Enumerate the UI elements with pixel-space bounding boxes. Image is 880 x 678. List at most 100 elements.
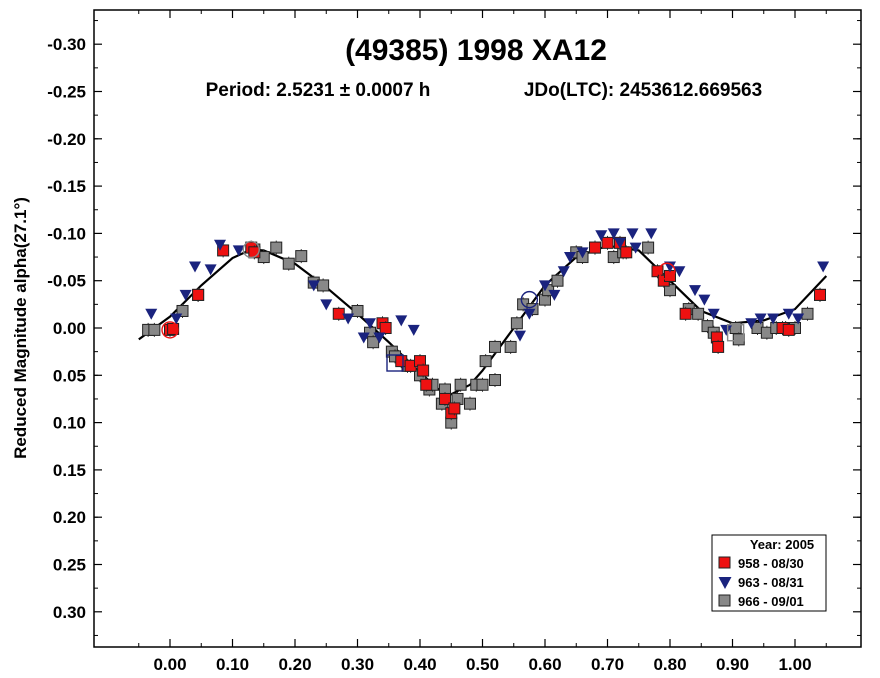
x-tick-label: 0.90 xyxy=(716,655,749,674)
x-tick-label: 0.10 xyxy=(216,655,249,674)
data-point-triangle xyxy=(342,313,355,325)
data-point-triangle xyxy=(782,308,795,320)
data-point-square xyxy=(448,402,461,415)
x-tick-label: 0.50 xyxy=(466,655,499,674)
data-point-square xyxy=(601,236,614,249)
x-tick-label: 1.00 xyxy=(778,655,811,674)
y-tick-label: 0.15 xyxy=(53,461,86,480)
y-tick-label: -0.15 xyxy=(47,177,86,196)
data-point-square xyxy=(420,378,433,391)
data-point-triangle xyxy=(595,230,608,242)
legend-box xyxy=(711,534,827,612)
data-point-triangle xyxy=(357,332,370,344)
data-point-triangle xyxy=(514,330,526,342)
data-point-square xyxy=(589,241,601,254)
chart-subtitle-period: Period: 2.5231 ± 0.0007 h xyxy=(206,80,431,101)
data-point-triangle xyxy=(548,289,561,301)
highlight-markers xyxy=(161,240,745,372)
data-point-triangle xyxy=(539,280,551,292)
data-point-triangle xyxy=(689,285,701,297)
legend-swatch-963 xyxy=(718,577,732,589)
data-point-square xyxy=(439,392,451,405)
data-point-triangle xyxy=(754,313,767,325)
data-point-triangle xyxy=(720,324,733,336)
highlight-circle xyxy=(242,240,260,259)
y-tick-label: 0.10 xyxy=(53,414,86,433)
data-point-square xyxy=(464,397,476,410)
data-point-square xyxy=(651,265,664,278)
data-point-square xyxy=(620,246,633,259)
data-point-square xyxy=(148,323,161,336)
data-point-square xyxy=(176,304,189,317)
data-point-triangle xyxy=(564,252,576,264)
data-point-square xyxy=(489,340,501,353)
data-points xyxy=(142,228,830,430)
axes: -0.30 -0.25 -0.20 -0.15 -0.10 -0.05 0.00 0.05 0.… xyxy=(47,10,861,674)
legend-swatch-966 xyxy=(718,594,731,607)
data-point-square xyxy=(295,250,308,263)
chart-title: (49385) 1998 XA12 xyxy=(345,34,607,67)
y-tick-label: 0.25 xyxy=(53,556,86,575)
data-point-square xyxy=(692,307,705,320)
data-point-square xyxy=(679,307,692,320)
data-point-square xyxy=(248,246,261,259)
data-point-square xyxy=(664,284,676,297)
data-point-triangle xyxy=(373,332,386,344)
y-tick-label: 0.30 xyxy=(53,603,86,622)
data-point-square xyxy=(192,288,205,301)
data-point-triangle xyxy=(407,324,420,336)
legend: Year: 2005 958 - 08/30 963 - 08/31 966 -… xyxy=(711,534,827,612)
data-point-square xyxy=(379,322,392,334)
data-point-square xyxy=(510,317,523,330)
data-point-triangle xyxy=(395,315,408,327)
y-tick-label: -0.05 xyxy=(47,272,86,291)
data-point-triangle xyxy=(189,261,201,273)
x-tick-label: 0.40 xyxy=(403,655,436,674)
data-point-square xyxy=(317,279,330,292)
data-point-square xyxy=(701,320,714,333)
highlight-circle xyxy=(520,290,539,309)
x-tick-label: 0.00 xyxy=(153,655,186,674)
highlight-square xyxy=(726,324,745,342)
y-axis-label: Reduced Magnitude alpha(27.1°) xyxy=(11,197,30,459)
data-point-triangle xyxy=(607,228,620,240)
data-point-triangle xyxy=(817,261,830,273)
legend-swatch-958 xyxy=(718,556,731,569)
y-tick-label: 0.00 xyxy=(53,319,86,338)
legend-entry-966: 966 - 09/01 xyxy=(738,594,804,609)
legend-entry-963: 963 - 08/31 xyxy=(738,575,804,590)
data-point-triangle xyxy=(214,239,226,251)
data-point-triangle xyxy=(170,313,183,325)
data-point-square xyxy=(417,364,430,377)
data-point-triangle xyxy=(629,242,642,254)
data-point-triangle xyxy=(523,308,536,320)
data-point-triangle xyxy=(614,237,626,249)
x-tick-label: 0.20 xyxy=(278,655,311,674)
data-point-triangle xyxy=(320,299,333,311)
data-point-square xyxy=(712,340,725,353)
y-tick-label: -0.10 xyxy=(47,224,86,243)
data-point-square xyxy=(732,333,745,346)
data-point-triangle xyxy=(645,228,658,240)
highlight-circle xyxy=(161,321,179,339)
data-point-triangle xyxy=(307,280,320,292)
data-point-square xyxy=(476,378,489,391)
y-tick-label: 0.05 xyxy=(53,366,86,385)
y-tick-label: -0.25 xyxy=(47,83,86,102)
data-point-triangle xyxy=(792,313,805,325)
x-tick-label: 0.80 xyxy=(653,655,686,674)
data-point-square xyxy=(642,241,655,254)
data-point-triangle xyxy=(576,247,589,259)
data-point-triangle xyxy=(179,289,192,301)
legend-title: Year: 2005 xyxy=(750,537,814,552)
data-point-square xyxy=(367,336,380,349)
data-point-triangle xyxy=(557,266,570,278)
data-point-triangle xyxy=(698,294,711,306)
data-point-triangle xyxy=(767,313,780,325)
data-point-square xyxy=(489,374,501,387)
x-tick-label: 0.70 xyxy=(591,655,624,674)
data-point-square xyxy=(270,241,283,254)
data-point-triangle xyxy=(145,308,158,320)
highlight-circle xyxy=(658,262,676,280)
